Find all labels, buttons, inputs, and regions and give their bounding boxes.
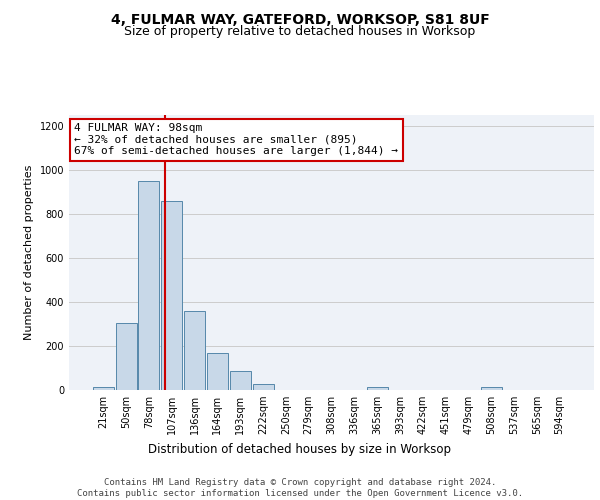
Text: Contains HM Land Registry data © Crown copyright and database right 2024.
Contai: Contains HM Land Registry data © Crown c… — [77, 478, 523, 498]
Bar — [207, 352, 228, 390]
Text: 4 FULMAR WAY: 98sqm
← 32% of detached houses are smaller (895)
67% of semi-detac: 4 FULMAR WAY: 98sqm ← 32% of detached ho… — [74, 123, 398, 156]
Bar — [161, 201, 182, 390]
Text: Size of property relative to detached houses in Worksop: Size of property relative to detached ho… — [124, 25, 476, 38]
Bar — [139, 181, 160, 390]
Bar — [367, 388, 388, 390]
Bar — [230, 372, 251, 390]
Y-axis label: Number of detached properties: Number of detached properties — [24, 165, 34, 340]
Bar — [253, 384, 274, 390]
Bar — [184, 311, 205, 390]
Text: 4, FULMAR WAY, GATEFORD, WORKSOP, S81 8UF: 4, FULMAR WAY, GATEFORD, WORKSOP, S81 8U… — [110, 12, 490, 26]
Bar — [116, 323, 137, 390]
Text: Distribution of detached houses by size in Worksop: Distribution of detached houses by size … — [149, 442, 452, 456]
Bar — [481, 388, 502, 390]
Bar — [93, 388, 114, 390]
